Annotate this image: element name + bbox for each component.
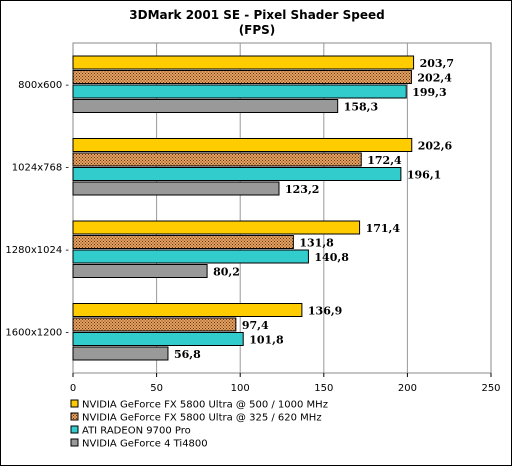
bar	[72, 181, 280, 196]
bar	[72, 55, 415, 70]
bar	[72, 70, 412, 84]
bar	[72, 303, 303, 317]
data-label: 97,4	[242, 319, 269, 332]
x-tick-label: 0	[70, 383, 76, 394]
data-label: 123,2	[285, 183, 319, 196]
legend-swatch	[70, 412, 79, 421]
category-label: 1600x1200 -	[5, 327, 69, 338]
bar	[72, 249, 309, 264]
category-label: 1280x1024 -	[5, 245, 69, 256]
bar	[72, 84, 407, 99]
category-label: 1024x768 -	[12, 162, 70, 173]
legend-label: NVIDIA GeForce FX 5800 Ultra @ 500 / 100…	[82, 400, 328, 411]
bar	[72, 220, 361, 235]
data-label: 196,1	[407, 169, 441, 182]
legend-label: NVIDIA GeForce 4 Ti4800	[82, 439, 208, 450]
data-label: 171,4	[366, 222, 401, 235]
bar	[72, 264, 208, 278]
data-label: 203,7	[420, 57, 454, 70]
bar	[72, 152, 362, 167]
legend-label: ATI RADEON 9700 Pro	[82, 426, 191, 437]
bar	[72, 235, 294, 249]
data-label: 202,6	[418, 140, 453, 153]
x-tick-label: 200	[398, 383, 417, 394]
bar	[72, 138, 413, 152]
data-label: 172,4	[367, 154, 402, 167]
legend-swatch	[70, 438, 79, 447]
bar	[72, 332, 244, 346]
legend-label: NVIDIA GeForce FX 5800 Ultra @ 325 / 620…	[82, 413, 322, 424]
data-label: 140,8	[314, 251, 349, 264]
data-label: 80,2	[213, 266, 240, 279]
data-label: 202,4	[417, 72, 452, 85]
legend-swatch	[70, 425, 79, 434]
bar	[72, 99, 339, 113]
chart-subtitle: (FPS)	[239, 23, 276, 37]
x-tick-label: 250	[481, 383, 500, 394]
data-label: 158,3	[344, 101, 378, 114]
data-label: 56,8	[174, 348, 201, 361]
bar	[72, 346, 169, 361]
chart-title: 3DMark 2001 SE - Pixel Shader Speed	[129, 8, 384, 22]
data-label: 199,3	[412, 86, 446, 99]
x-tick-label: 150	[314, 383, 333, 394]
x-tick-label: 100	[231, 383, 250, 394]
x-tick-label: 50	[150, 383, 163, 394]
bar	[72, 167, 402, 181]
data-label: 131,8	[299, 237, 334, 250]
category-label: 800x600 -	[18, 80, 69, 91]
data-label: 101,8	[249, 334, 284, 347]
legend-swatch	[70, 399, 79, 408]
bar	[72, 317, 237, 332]
data-label: 136,9	[308, 305, 342, 318]
